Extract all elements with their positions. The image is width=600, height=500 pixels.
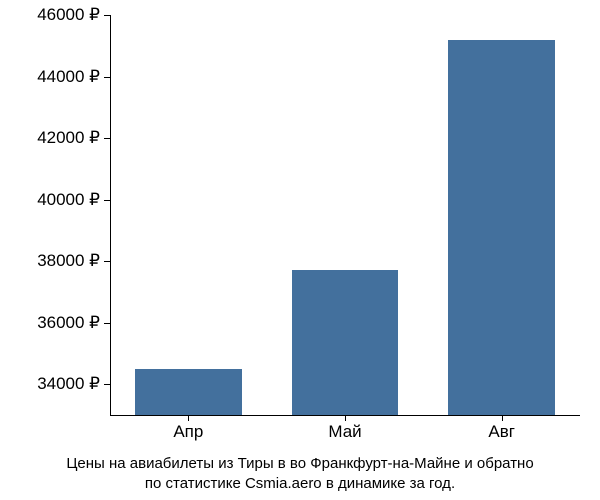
x-tick: [502, 415, 503, 421]
bar: [448, 40, 555, 415]
y-axis-tick-label: 38000 ₽: [37, 251, 100, 271]
y-axis-tick-label: 40000 ₽: [37, 190, 100, 210]
y-axis-tick-label: 36000 ₽: [37, 313, 100, 333]
chart-caption: Цены на авиабилеты из Тиры в во Франкфур…: [0, 454, 600, 495]
caption-line-2: по статистике Csmia.aero в динамике за г…: [145, 475, 455, 492]
y-axis-tick-label: 42000 ₽: [37, 128, 100, 148]
plot-area: [110, 15, 580, 415]
chart-container: 34000 ₽ 36000 ₽ 38000 ₽ 40000 ₽ 42000 ₽ 44000…: [0, 0, 600, 500]
y-axis-tick-label: 34000 ₽: [37, 374, 100, 394]
bar: [135, 369, 242, 415]
x-tick: [345, 415, 346, 421]
x-axis-tick-label: Авг: [488, 422, 515, 442]
caption-line-1: Цены на авиабилеты из Тиры в во Франкфур…: [66, 455, 533, 472]
x-tick: [188, 415, 189, 421]
y-axis-tick-label: 44000 ₽: [37, 67, 100, 87]
bar: [292, 270, 399, 415]
y-axis-tick-label: 46000 ₽: [37, 5, 100, 25]
x-axis-tick-label: Апр: [173, 422, 203, 442]
x-axis-tick-label: Май: [328, 422, 361, 442]
